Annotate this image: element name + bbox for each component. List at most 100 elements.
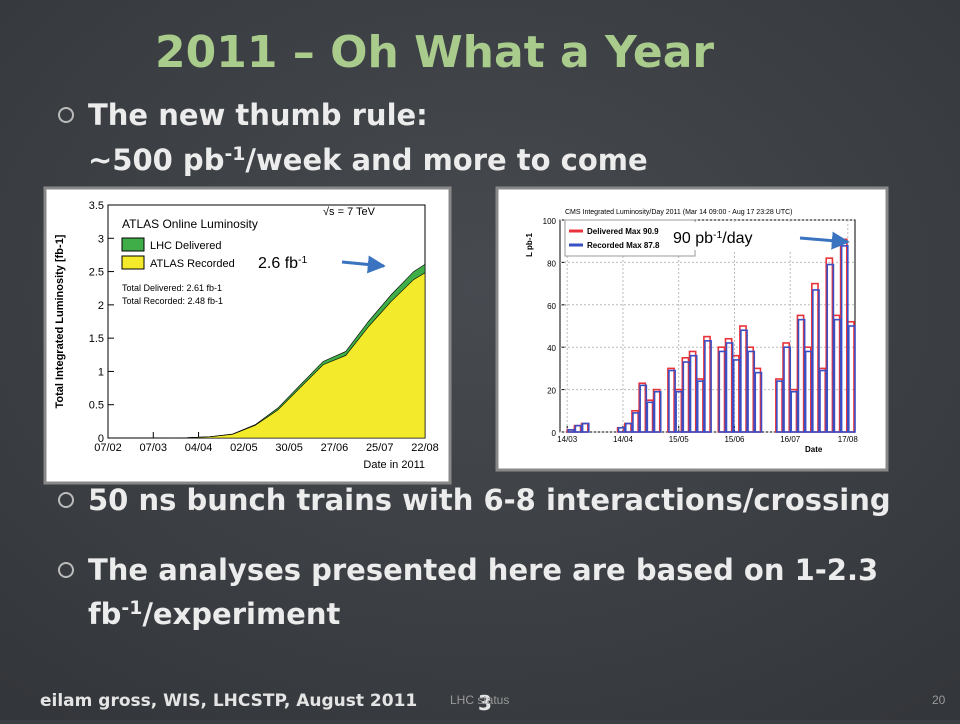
bullet-text: ~500 pb-1/week and more to come xyxy=(88,143,648,177)
x-tick-label: 14/03 xyxy=(557,435,578,444)
day-bar xyxy=(624,422,633,433)
day-bar xyxy=(826,263,835,433)
day-bar xyxy=(689,354,698,433)
day-bar xyxy=(790,390,799,433)
superscript: -1 xyxy=(121,598,142,619)
annotation: 2.6 fb-1 xyxy=(258,255,307,273)
day-bar xyxy=(696,380,705,433)
atlas-plot: 0 0.5 1 1.5 2 2.5 3 3.5 07/02 07/03 04/04 02/05 30/0… xyxy=(43,186,452,485)
day-bar xyxy=(754,371,763,433)
bullet-icon xyxy=(58,492,74,508)
day-bar xyxy=(675,390,684,433)
plot-title: CMS Integrated Luminosity/Day 2011 (Mar … xyxy=(565,209,793,216)
day-bar xyxy=(668,369,676,433)
text-run: The analyses presented here are based on… xyxy=(88,553,878,587)
text-run: The new thumb rule: xyxy=(88,98,428,132)
y-tick-label: 2.5 xyxy=(89,267,104,279)
bullet-text: fb-1/experiment xyxy=(88,597,340,631)
y-tick-label: 2 xyxy=(98,300,104,312)
day-bar xyxy=(797,318,806,433)
day-bar xyxy=(682,361,691,433)
day-bar xyxy=(833,318,842,433)
x-tick-label: 15/05 xyxy=(669,435,690,444)
text-run: 2.6 fb xyxy=(258,255,298,272)
plot-subtitle: √s = 7 TeV xyxy=(323,206,376,218)
bullet-icon xyxy=(58,562,74,578)
y-tick-label: 0.5 xyxy=(89,400,104,412)
bullet-text: The new thumb rule: xyxy=(88,98,428,132)
x-tick-label: 07/03 xyxy=(140,442,168,454)
x-tick-label: 16/07 xyxy=(780,435,801,444)
superscript: -1 xyxy=(298,255,307,266)
footer-page: 20 xyxy=(932,693,946,707)
day-bar xyxy=(783,346,792,433)
day-bar xyxy=(740,329,748,433)
text-run: ~500 pb xyxy=(88,143,224,177)
text-run: 50 ns bunch trains with 6-8 interactions… xyxy=(88,483,891,517)
day-bar xyxy=(812,289,820,433)
annotations: 2.6 fb-190 pb-1/day xyxy=(252,222,850,274)
day-bar xyxy=(574,424,583,433)
y-tick-label: 1 xyxy=(98,366,104,378)
x-tick-label: 15/06 xyxy=(724,435,745,444)
y-tick-label: 60 xyxy=(547,302,556,311)
x-tick-label: 30/05 xyxy=(275,442,303,454)
day-bar xyxy=(581,422,590,433)
legend-label: ATLAS Recorded xyxy=(150,258,235,270)
day-bar xyxy=(653,390,662,433)
y-tick-label: 40 xyxy=(547,344,556,353)
day-bar xyxy=(646,401,655,433)
legend-label: LHC Delivered xyxy=(150,240,222,252)
text-run: /day xyxy=(722,230,752,247)
text-run: /week and more to come xyxy=(245,143,647,177)
day-bar xyxy=(725,342,734,433)
y-tick-label: 0 xyxy=(98,433,104,445)
day-bar xyxy=(718,350,727,433)
footer-author: eilam gross, WIS, LHCSTP, August 2011 xyxy=(40,691,417,711)
day-bar xyxy=(567,429,576,433)
annotation-box xyxy=(252,248,338,274)
annotation-arrow xyxy=(799,231,850,250)
y-tick-label: 80 xyxy=(547,259,556,268)
day-bar xyxy=(804,350,813,433)
bullet-text: The analyses presented here are based on… xyxy=(88,553,878,587)
x-axis-label: Date xyxy=(805,445,823,454)
legend-swatch xyxy=(121,237,145,252)
annotation-arrow xyxy=(341,255,386,274)
plot-note: Total Delivered: 2.61 fb-1 xyxy=(122,283,222,293)
text-run: fb xyxy=(88,597,121,631)
area xyxy=(108,272,426,439)
x-tick-label: 27/06 xyxy=(321,442,349,454)
annotation: 90 pb-1/day xyxy=(673,230,753,248)
day-bar xyxy=(848,325,856,433)
y-tick-label: 100 xyxy=(543,217,557,226)
x-axis-label: Date in 2011 xyxy=(363,459,425,471)
day-bar xyxy=(617,426,626,433)
day-bar xyxy=(776,380,784,433)
footer-section: LHC status xyxy=(450,693,509,707)
y-tick-label: 3 xyxy=(98,233,104,245)
plot-title: ATLAS Online Luminosity xyxy=(122,217,258,231)
x-tick-label: 07/02 xyxy=(94,442,122,454)
superscript: -1 xyxy=(224,144,245,165)
legend-label: Recorded Max 87.8 xyxy=(587,241,660,250)
day-bar xyxy=(732,359,741,433)
plot-note: Total Recorded: 2.48 fb-1 xyxy=(122,296,223,306)
legend-label: Delivered Max 90.9 xyxy=(587,227,659,236)
y-axis-label: L pb-1 xyxy=(525,233,534,257)
legend-swatch xyxy=(121,255,145,270)
text-run: 90 pb xyxy=(673,230,713,247)
y-tick-label: 20 xyxy=(547,387,556,396)
bullet-text: 50 ns bunch trains with 6-8 interactions… xyxy=(88,483,891,517)
bullet-icon xyxy=(58,107,74,123)
day-bar xyxy=(632,412,640,433)
y-tick-label: 3.5 xyxy=(89,200,104,212)
day-bar xyxy=(747,350,756,433)
x-tick-label: 25/07 xyxy=(366,442,394,454)
y-tick-label: 0 xyxy=(552,429,557,438)
superscript: -1 xyxy=(713,230,722,241)
x-tick-label: 17/08 xyxy=(838,435,859,444)
footer-number: 3 xyxy=(478,691,492,715)
